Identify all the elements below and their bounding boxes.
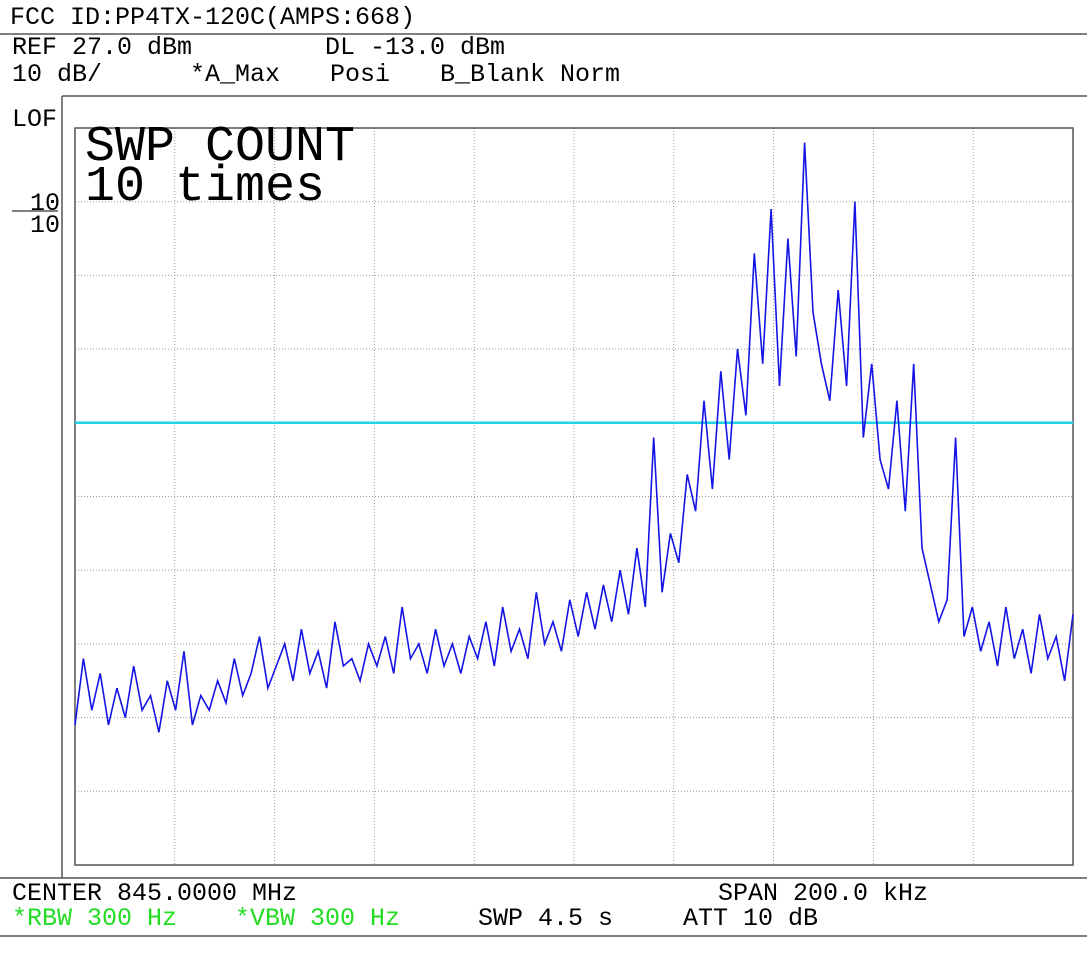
annotation: REF 27.0 dBm	[12, 33, 192, 62]
annotation: DL -13.0 dBm	[325, 33, 505, 62]
annotation: 10	[30, 189, 60, 218]
annotation: LOF	[12, 105, 57, 134]
annotation: 10 times	[85, 159, 325, 216]
annotation: SWP 4.5 s	[478, 904, 613, 933]
annotation: CENTER 845.0000 MHz	[12, 879, 297, 908]
annotation: SPAN 200.0 kHz	[718, 879, 928, 908]
annotation: ATT 10 dB	[683, 904, 818, 933]
trace	[74, 142, 1074, 733]
annotation: Posi	[330, 60, 390, 89]
title: FCC ID:PP4TX-120C(AMPS:668)	[10, 3, 415, 32]
annotation: *VBW 300 Hz	[235, 904, 400, 933]
annotation: 10 dB/	[12, 60, 102, 89]
plot-frame	[74, 127, 1074, 866]
annotation: *A_Max	[190, 60, 280, 89]
annotation: B_Blank Norm	[440, 60, 620, 89]
annotation: *RBW 300 Hz	[12, 904, 177, 933]
annotation: 10	[30, 211, 60, 240]
annotation: SWP COUNT	[85, 119, 355, 176]
